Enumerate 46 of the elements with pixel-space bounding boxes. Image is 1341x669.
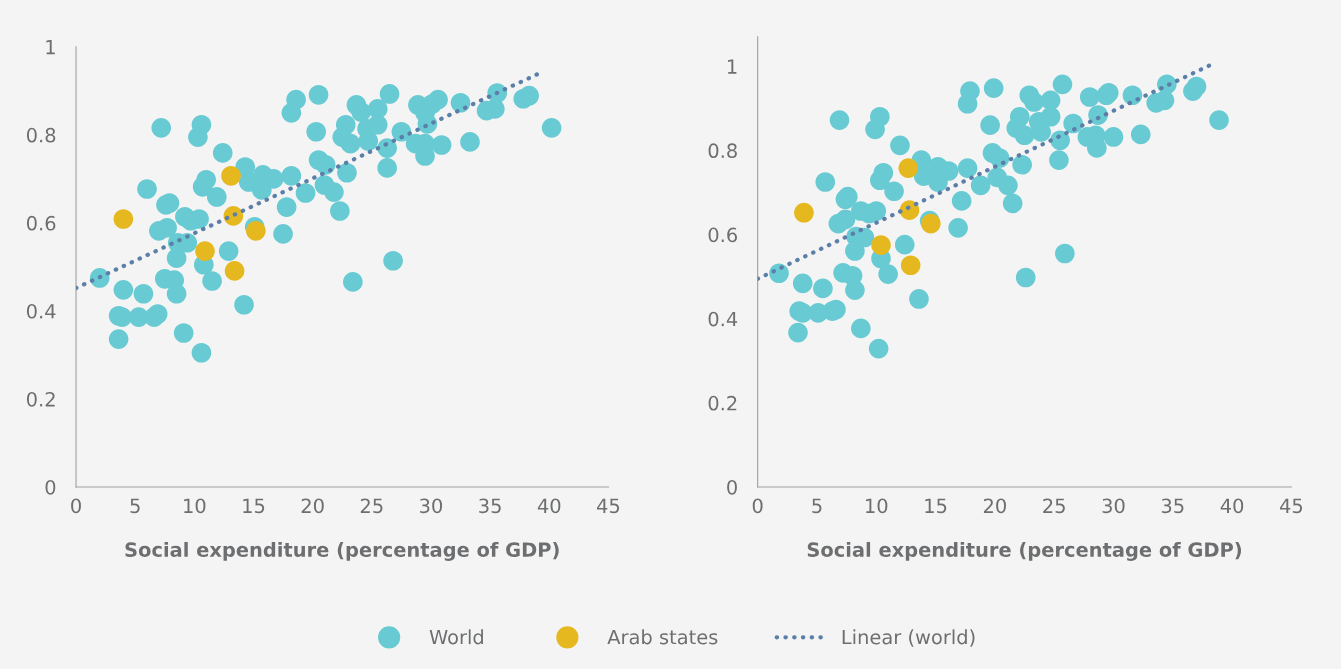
y-tick-label: 0.8 xyxy=(26,127,56,143)
point xyxy=(113,209,134,229)
point xyxy=(898,158,919,178)
x-axis-title: Social expenditure (percentage of GDP) xyxy=(807,541,1242,561)
point xyxy=(900,255,921,276)
point xyxy=(224,261,245,281)
x-tick-label: 45 xyxy=(596,498,620,514)
x-tick-label: 45 xyxy=(1279,498,1303,514)
x-tick-label: 5 xyxy=(812,498,822,514)
x-tick-label: 10 xyxy=(184,498,206,514)
y-tick-label: 1 xyxy=(727,59,737,74)
x-tick-label: 35 xyxy=(1161,498,1184,514)
y-tick-label: 0.4 xyxy=(26,303,56,319)
legend-label: World xyxy=(429,629,483,645)
x-tick-label: 30 xyxy=(420,498,443,514)
x-tick-label: 15 xyxy=(925,498,947,514)
point xyxy=(195,241,215,261)
x-tick-label: 10 xyxy=(866,498,888,514)
y-tick-label: 0.8 xyxy=(708,143,737,159)
y-tick-label: 0 xyxy=(727,479,737,495)
x-tick-label: 20 xyxy=(301,498,324,514)
point xyxy=(871,235,891,255)
legend-label: Linear (world) xyxy=(842,629,975,647)
y-tick-label: 0.6 xyxy=(708,227,737,243)
x-tick-label: 35 xyxy=(479,498,501,514)
y-tick-label: 1 xyxy=(46,40,55,55)
x-tick-label: 25 xyxy=(360,498,383,514)
y-tick-label: 0.2 xyxy=(708,395,737,411)
y-tick-label: 0.4 xyxy=(708,311,738,327)
x-tick-label: 40 xyxy=(537,498,561,514)
x-tick-label: 5 xyxy=(130,498,140,514)
point xyxy=(246,221,266,241)
x-tick-label: 0 xyxy=(71,498,81,514)
point xyxy=(221,165,241,186)
x-tick-label: 20 xyxy=(983,498,1006,514)
x-tick-label: 30 xyxy=(1102,498,1125,514)
x-tick-label: 0 xyxy=(752,498,763,514)
point xyxy=(794,202,814,223)
y-tick-label: 0 xyxy=(45,479,56,495)
x-tick-label: 40 xyxy=(1220,498,1244,514)
x-tick-label: 25 xyxy=(1043,498,1065,514)
x-axis-title: Social expenditure (percentage of GDP) xyxy=(125,541,559,561)
y-tick-label: 0.2 xyxy=(26,391,55,407)
x-tick-label: 15 xyxy=(243,498,265,514)
y-tick-label: 0.6 xyxy=(26,215,56,231)
legend-label: Arab states xyxy=(607,629,718,645)
